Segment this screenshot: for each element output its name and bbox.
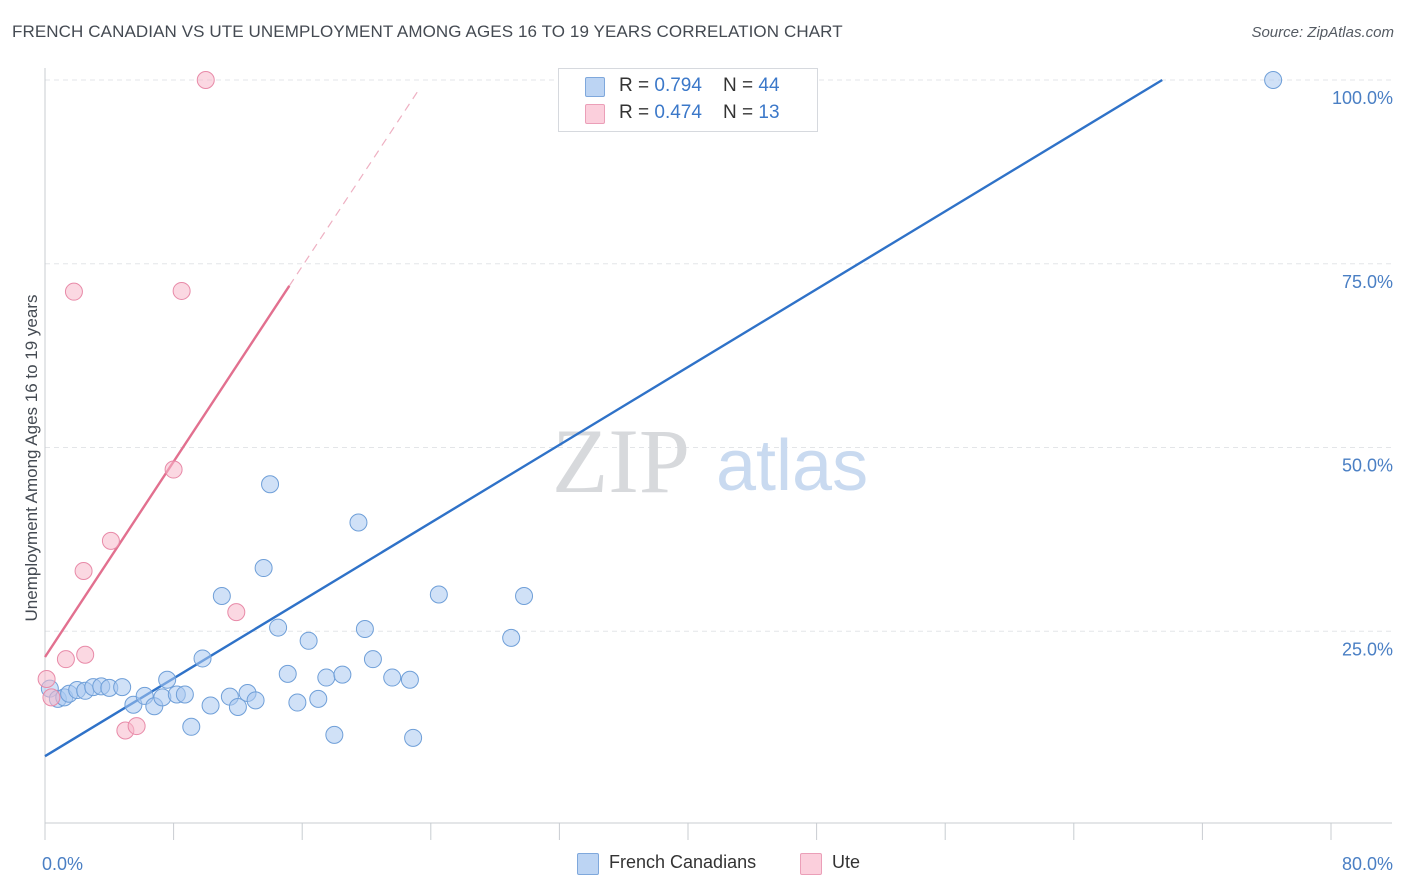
legend-n-label: N = — [723, 102, 759, 123]
trend-line-french-canadians — [44, 78, 1163, 758]
x-tick-label: 0.0% — [42, 854, 83, 874]
watermark-atlas: atlas — [716, 426, 868, 506]
legend-r-label: R = — [619, 75, 655, 96]
legend-r-value: 0.474 — [654, 102, 702, 123]
source-label: Source: ZipAtlas.com — [1251, 24, 1394, 41]
point-french-canadians — [299, 631, 318, 650]
tick-labels: 25.0% 50.0% 75.0% 100.0% 0.0% 80.0% — [42, 88, 1393, 874]
legend-n-value: 44 — [758, 75, 780, 96]
y-tick-label: 25.0% — [1342, 639, 1393, 659]
point-french-canadians — [317, 668, 336, 687]
point-french-canadians — [383, 668, 402, 687]
point-french-canadians — [228, 697, 247, 716]
bottom-legend-label-ute: Ute — [832, 852, 861, 872]
point-french-canadians — [309, 689, 328, 708]
x-tick-label: 80.0% — [1342, 854, 1393, 874]
point-ute — [74, 561, 93, 580]
legend-swatch-french-canadians — [585, 77, 605, 97]
point-french-canadians — [182, 717, 201, 736]
y-tick-label: 50.0% — [1342, 456, 1393, 476]
point-french-canadians — [400, 670, 419, 689]
point-french-canadians — [153, 688, 172, 707]
point-french-canadians — [349, 513, 368, 532]
legend-n-value: 13 — [758, 102, 780, 123]
point-french-canadians — [404, 728, 423, 747]
legend-r-label: R = — [619, 102, 655, 123]
grid-lines — [45, 79, 1392, 632]
y-tick-label: 75.0% — [1342, 272, 1393, 292]
trend-line-ute-extension — [288, 90, 419, 287]
point-french-canadians — [212, 586, 231, 605]
y-tick-label: 100.0% — [1332, 88, 1393, 108]
point-french-canadians — [175, 685, 194, 704]
point-french-canadians — [193, 649, 212, 668]
legend-stats-french-canadians: R = 0.794 N = 44 — [619, 75, 780, 97]
point-french-canadians — [158, 670, 177, 689]
watermark: ZIP atlas — [552, 410, 868, 512]
watermark-zip: ZIP — [552, 410, 690, 512]
point-ute — [37, 670, 56, 689]
point-ute — [76, 645, 95, 664]
point-ute — [127, 717, 146, 736]
point-ute — [172, 281, 191, 300]
point-french-canadians — [278, 664, 297, 683]
data-points — [37, 71, 1283, 747]
point-french-canadians — [429, 585, 448, 604]
point-french-canadians — [355, 620, 374, 639]
point-ute — [164, 460, 183, 479]
point-french-canadians — [502, 628, 521, 647]
legend-swatch-ute — [585, 104, 605, 124]
point-french-canadians — [269, 618, 288, 637]
legend-n-label: N = — [723, 75, 759, 96]
correlation-legend: R = 0.794 N = 44 R = 0.474 N = 13 — [558, 68, 818, 132]
bottom-legend-swatch-ute — [800, 853, 822, 875]
point-french-canadians — [515, 586, 534, 605]
legend-stats-ute: R = 0.474 N = 13 — [619, 102, 780, 124]
bottom-legend-label-french-canadians: French Canadians — [609, 852, 757, 872]
point-ute — [64, 282, 83, 301]
point-french-canadians — [246, 691, 265, 710]
point-french-canadians — [333, 665, 352, 684]
chart-title: FRENCH CANADIAN VS UTE UNEMPLOYMENT AMON… — [12, 22, 843, 41]
point-ute — [227, 603, 246, 622]
point-french-canadians — [261, 475, 280, 494]
legend-r-value: 0.794 — [654, 75, 702, 96]
y-axis-label: Unemployment Among Ages 16 to 19 years — [22, 295, 41, 622]
point-ute — [56, 650, 75, 669]
bottom-legend-swatch-french-canadians — [577, 853, 599, 875]
point-french-canadians — [325, 725, 344, 744]
point-french-canadians — [113, 678, 132, 697]
point-french-canadians — [288, 693, 307, 712]
point-french-canadians — [1264, 71, 1283, 89]
point-french-canadians — [254, 559, 273, 578]
point-french-canadians — [363, 650, 382, 669]
point-french-canadians — [201, 696, 220, 715]
point-ute — [196, 71, 215, 89]
point-ute — [101, 531, 120, 550]
point-ute — [42, 688, 61, 707]
trend-lines — [43, 78, 1163, 758]
